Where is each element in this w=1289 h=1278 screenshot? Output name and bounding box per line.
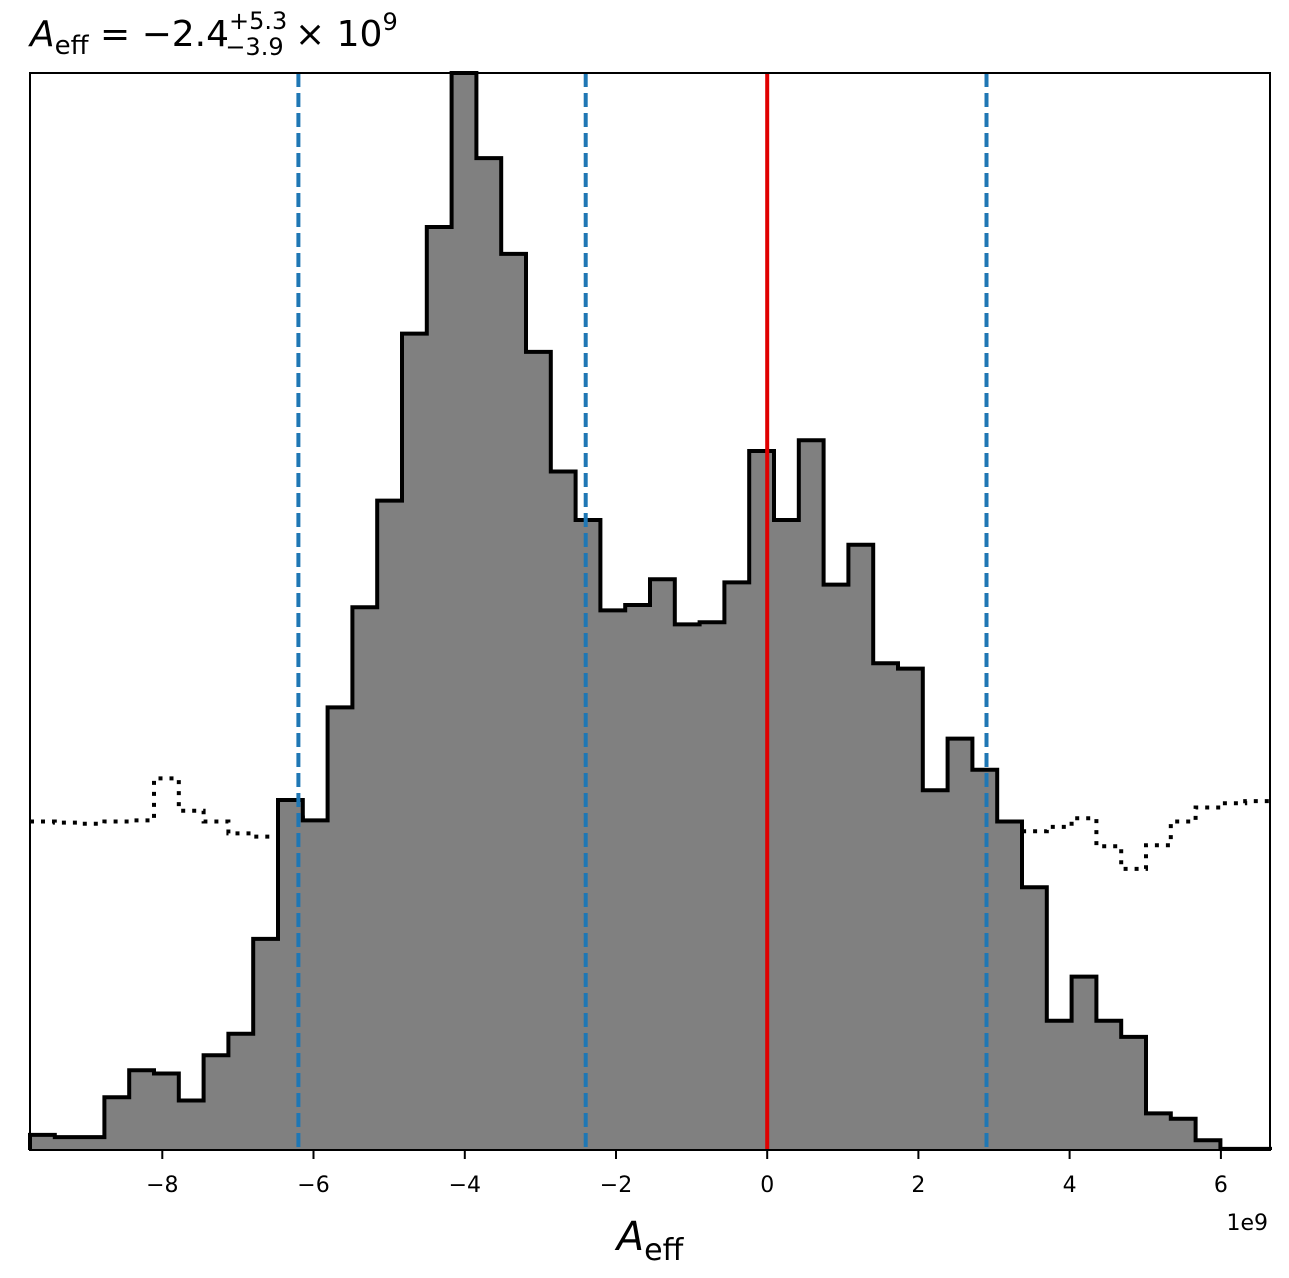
posterior-bar: [724, 582, 750, 1150]
posterior-bar: [426, 227, 453, 1150]
posterior-bar: [79, 1137, 105, 1150]
posterior-bar: [327, 707, 353, 1150]
posterior-bar: [575, 520, 601, 1150]
posterior-bar: [154, 1073, 180, 1150]
posterior-bar: [922, 790, 949, 1150]
chart-title: Aeff = −2.4+5.3 −3.9 × 109: [28, 7, 398, 61]
posterior-bar: [1146, 1113, 1172, 1150]
x-tick-label: 4: [1063, 1173, 1077, 1198]
x-tick-label: −4: [449, 1173, 481, 1198]
title-symbol: A: [28, 14, 55, 55]
posterior-bar: [600, 610, 626, 1150]
posterior-bar: [402, 333, 428, 1151]
posterior-bar: [302, 820, 329, 1150]
x-tick-label: 6: [1214, 1173, 1228, 1198]
x-offset-text: 1e9: [1226, 1211, 1268, 1236]
title-subscript: eff: [55, 31, 90, 61]
posterior-bar: [253, 938, 279, 1150]
posterior-bar: [1096, 1020, 1122, 1150]
posterior-bar: [1071, 976, 1097, 1150]
posterior-bar: [501, 253, 527, 1150]
posterior-bar: [178, 1100, 205, 1150]
posterior-bar: [625, 605, 651, 1150]
x-tick-label: 0: [760, 1173, 774, 1198]
title-sub: −3.9: [225, 33, 283, 61]
x-tick-label: −8: [146, 1173, 178, 1198]
posterior-outline: [28, 71, 1272, 1151]
posterior-bar: [1195, 1140, 1221, 1150]
posterior-bar: [997, 821, 1023, 1150]
posterior-bar: [650, 579, 676, 1150]
title-equals: = −2.4: [89, 14, 229, 55]
x-ticks: −8 −6 −4 −2 0 2 4 6: [146, 1150, 1228, 1198]
posterior-bar: [104, 1097, 130, 1150]
posterior-bar: [377, 500, 403, 1151]
posterior-bar: [228, 1033, 254, 1150]
axes-frame: [29, 72, 1271, 1151]
posterior-bar: [898, 668, 924, 1150]
title-exp: 9: [382, 8, 397, 36]
posterior-bar: [352, 607, 378, 1150]
title-times: × 10: [284, 14, 383, 55]
posterior-bar: [947, 738, 973, 1150]
xlabel-subscript: eff: [644, 1233, 684, 1268]
posterior-bar: [476, 158, 502, 1151]
posterior-bar: [203, 1055, 229, 1150]
posterior-bar: [1022, 887, 1048, 1150]
posterior-bar: [674, 624, 701, 1150]
posterior-bar: [699, 622, 725, 1150]
posterior-bar: [129, 1070, 155, 1150]
posterior-bar: [1170, 1118, 1197, 1150]
posterior-bar: [30, 1134, 56, 1150]
posterior-bar: [1046, 1020, 1073, 1150]
posterior-bar: [798, 440, 825, 1150]
vline-layer: [296, 73, 989, 1150]
posterior-bar: [873, 663, 899, 1150]
x-tick-label: 2: [911, 1173, 925, 1198]
posterior-bar: [526, 351, 552, 1150]
posterior-bar: [54, 1137, 81, 1150]
x-axis-label: Aeff: [614, 1214, 685, 1268]
posterior-bar: [1121, 1036, 1147, 1150]
posterior-bar: [848, 544, 874, 1150]
posterior-bar: [451, 73, 477, 1150]
xlabel-symbol: A: [614, 1214, 644, 1260]
x-tick-label: −6: [297, 1173, 329, 1198]
posterior-bar: [550, 471, 577, 1150]
posterior-layer: [28, 71, 1272, 1151]
x-tick-label: −2: [600, 1173, 632, 1198]
title-sup: +5.3: [229, 7, 287, 35]
posterior-bar: [749, 451, 775, 1150]
posterior-bar: [823, 584, 849, 1150]
posterior-bar: [774, 520, 800, 1150]
